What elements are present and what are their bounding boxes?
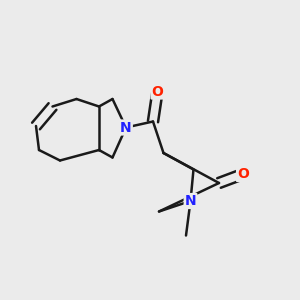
Text: O: O (237, 167, 249, 181)
Text: N: N (185, 194, 196, 208)
Text: O: O (152, 85, 164, 98)
Text: N: N (120, 121, 132, 134)
